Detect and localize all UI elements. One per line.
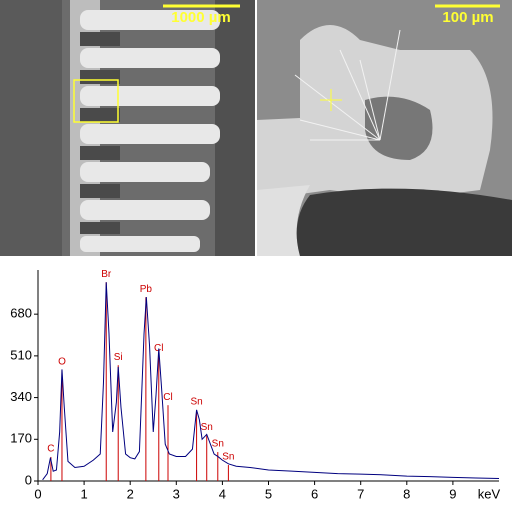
element-label: O: [58, 357, 66, 368]
x-tick-label: 1: [80, 486, 87, 501]
element-label: Sn: [201, 422, 213, 433]
scale-label: 1000 µm: [171, 9, 231, 26]
x-tick-label: 0: [34, 486, 41, 501]
sem-image-left: 1000 µm: [0, 0, 255, 256]
element-label: C: [47, 444, 54, 455]
element-label: Cl: [154, 343, 163, 354]
y-tick-label: 340: [10, 389, 32, 404]
eds-spectrum: 0 170 340 510 680 0 1 2 3 4 5 6 7 8 9 keV C O Br Si Pb Cl Cl Sn…: [10, 269, 500, 502]
sem-image-right: 100 µm: [257, 0, 512, 256]
scale-label: 100 µm: [442, 9, 493, 26]
y-tick-label: 510: [10, 347, 32, 362]
x-tick-label: 3: [173, 486, 180, 501]
element-label: Sn: [222, 452, 234, 463]
y-tick-label: 0: [25, 472, 32, 487]
x-axis-label: keV: [478, 486, 501, 501]
x-tick-label: 9: [449, 486, 456, 501]
y-tick-label: 680: [10, 306, 32, 321]
element-label: Pb: [140, 284, 153, 295]
x-tick-label: 2: [127, 486, 134, 501]
element-label: Br: [101, 269, 112, 280]
element-label: Sn: [190, 397, 202, 408]
x-tick-label: 5: [265, 486, 272, 501]
x-tick-label: 4: [219, 486, 226, 501]
element-label: Si: [114, 352, 123, 363]
x-tick-label: 8: [403, 486, 410, 501]
spectrum-line: [42, 282, 500, 481]
y-tick-label: 170: [10, 431, 32, 446]
element-label: Sn: [212, 439, 224, 450]
x-tick-label: 7: [357, 486, 364, 501]
element-label: Cl: [163, 392, 172, 403]
x-tick-label: 6: [311, 486, 318, 501]
